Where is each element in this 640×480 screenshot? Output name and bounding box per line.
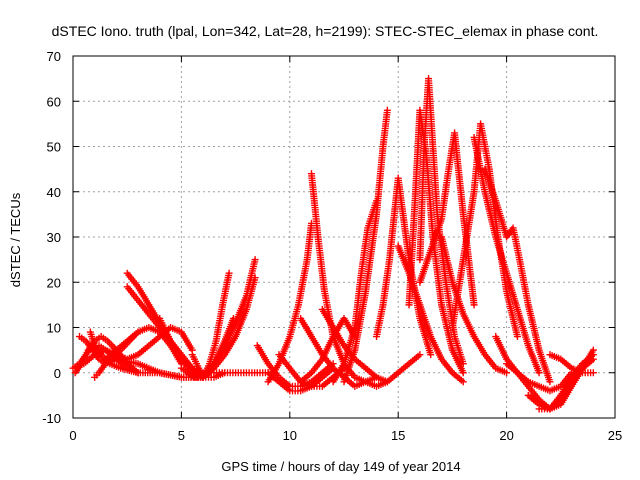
chart-title: dSTEC Iono. truth (lpal, Lon=342, Lat=28… [52,23,599,39]
x-tick-label: 5 [178,428,185,443]
x-tick-label: 15 [391,428,405,443]
series-marker-trail [482,167,553,384]
y-tick-label: 0 [54,366,61,381]
series-marker-trail [417,131,478,307]
series-marker-trail [548,352,595,377]
series [264,219,315,386]
series [470,133,543,377]
y-tick-label: 40 [47,185,61,200]
y-tick-label: -10 [42,411,61,426]
y-tick-label: 10 [47,321,61,336]
series-marker-trail [416,77,466,365]
series [481,165,554,386]
series-marker-trail [405,109,466,375]
series [535,351,597,413]
series-marker-trail [471,136,542,375]
series-marker-trail [330,199,380,384]
series [416,129,478,309]
y-axis-label: dSTEC / TECUs [8,192,23,287]
y-tick-label: 60 [47,94,61,109]
series [340,106,391,386]
y-tick-label: 20 [47,275,61,290]
y-tick-label: 30 [47,230,61,245]
x-tick-label: 20 [499,428,513,443]
series [405,106,467,377]
x-axis-label: GPS time / hours of day 149 of year 2014 [221,459,460,474]
y-tick-label: 50 [47,140,61,155]
series-marker-trail [353,352,422,389]
x-tick-label: 25 [608,428,622,443]
data-marks [69,75,597,413]
y-tick-label: 70 [47,49,61,64]
x-tick-label: 0 [69,428,76,443]
x-tick-label: 10 [283,428,297,443]
series-marker-trail [341,109,391,384]
series [546,351,597,377]
series [416,75,467,368]
series-marker-trail [202,369,269,381]
series [351,351,424,390]
series-marker-trail [265,222,315,384]
series-marker-trail [538,352,595,413]
series-marker-trail [201,276,258,380]
ticks: 0 5 10 15 20 25 -10 0 10 20 30 40 50 60 70 [42,49,622,443]
